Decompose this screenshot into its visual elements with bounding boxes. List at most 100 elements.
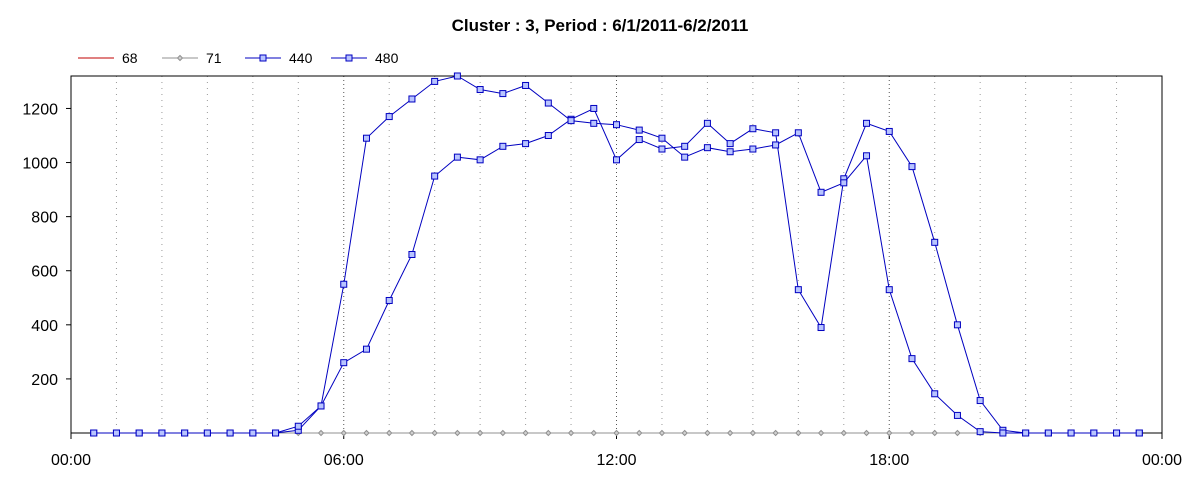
legend-label: 71 xyxy=(206,50,222,66)
data-point xyxy=(772,429,779,437)
data-point xyxy=(908,163,916,171)
data-point xyxy=(681,142,689,150)
legend-label: 480 xyxy=(375,50,399,66)
data-point xyxy=(340,280,348,288)
data-point xyxy=(636,429,643,437)
data-point xyxy=(431,429,438,437)
data-point xyxy=(90,429,98,437)
data-point xyxy=(453,153,461,161)
data-point xyxy=(386,429,393,437)
data-point xyxy=(476,86,484,94)
data-point xyxy=(499,142,507,150)
legend-marker xyxy=(176,54,184,62)
data-point xyxy=(499,429,507,437)
x-tick-label: 18:00 xyxy=(869,452,909,469)
data-point xyxy=(726,429,734,437)
y-tick-label: 600 xyxy=(31,264,58,281)
data-point xyxy=(522,140,530,148)
y-tick-label: 200 xyxy=(31,372,58,389)
data-point xyxy=(908,429,916,437)
data-point xyxy=(931,238,939,246)
data-point xyxy=(817,324,825,332)
y-tick-label: 1000 xyxy=(22,156,58,173)
data-point xyxy=(181,429,189,437)
data-point xyxy=(431,172,439,180)
legend-item-71: 71 xyxy=(162,50,222,66)
data-point xyxy=(953,321,961,329)
data-point xyxy=(158,429,166,437)
data-point xyxy=(385,113,393,121)
data-point xyxy=(613,156,620,164)
data-point xyxy=(772,141,780,149)
data-point xyxy=(317,429,325,437)
data-point xyxy=(613,429,620,437)
legend-item-480: 480 xyxy=(331,50,399,66)
data-point xyxy=(112,429,120,437)
data-point xyxy=(408,95,416,103)
data-point xyxy=(567,429,575,437)
data-point xyxy=(976,397,984,405)
data-point xyxy=(476,156,484,164)
y-tick-label: 400 xyxy=(31,318,58,335)
data-point xyxy=(340,429,347,437)
data-point xyxy=(658,429,666,437)
data-point xyxy=(613,121,620,129)
data-point xyxy=(362,134,370,142)
data-point xyxy=(544,99,552,107)
chart-axes: 200 400 600 800 1000 1200 00:00 06:00 12:00 18:00… xyxy=(22,75,1182,469)
data-point xyxy=(431,77,439,85)
data-point xyxy=(340,359,348,367)
x-tick-label: 12:00 xyxy=(596,452,636,469)
data-point xyxy=(499,90,507,98)
data-point xyxy=(999,429,1007,437)
data-point xyxy=(886,429,893,437)
data-point xyxy=(544,132,552,139)
x-tick-label: 00:00 xyxy=(1142,452,1182,469)
data-point xyxy=(681,429,688,437)
chart-grid xyxy=(115,76,1118,433)
legend-label: 440 xyxy=(289,50,313,66)
data-point xyxy=(772,129,780,137)
data-point xyxy=(863,152,871,160)
data-point xyxy=(908,355,916,363)
data-point xyxy=(795,429,802,437)
data-point xyxy=(726,148,734,156)
data-point xyxy=(226,429,234,437)
data-point xyxy=(658,134,666,142)
data-point xyxy=(840,179,848,187)
data-point xyxy=(976,428,984,436)
series-440 xyxy=(90,104,1143,437)
data-point xyxy=(590,119,598,127)
data-point xyxy=(794,129,802,137)
chart-legend: 68 71 440 480 xyxy=(78,50,399,66)
plot-frame xyxy=(70,75,1163,434)
data-point xyxy=(408,429,416,437)
series-480 xyxy=(90,72,1143,437)
data-point xyxy=(817,429,825,437)
series-line-480 xyxy=(93,75,1140,434)
data-point xyxy=(522,429,529,437)
data-point xyxy=(749,125,757,133)
data-point xyxy=(203,429,211,437)
data-point xyxy=(726,140,734,148)
data-point xyxy=(385,296,393,304)
legend-marker xyxy=(259,54,267,62)
data-point xyxy=(590,104,598,112)
data-point xyxy=(953,411,961,419)
data-point xyxy=(1022,429,1030,437)
legend-item-440: 440 xyxy=(245,50,313,66)
data-point xyxy=(294,422,302,430)
data-point xyxy=(522,81,530,89)
x-tick-label: 00:00 xyxy=(51,452,91,469)
data-point xyxy=(1113,429,1121,437)
data-point xyxy=(1090,429,1098,437)
data-point xyxy=(681,153,689,161)
x-tick-label: 06:00 xyxy=(324,452,364,469)
chart-series-group xyxy=(90,72,1143,437)
data-point xyxy=(1067,429,1075,437)
data-point xyxy=(635,126,643,134)
data-point xyxy=(703,144,711,152)
legend-marker xyxy=(345,54,353,62)
